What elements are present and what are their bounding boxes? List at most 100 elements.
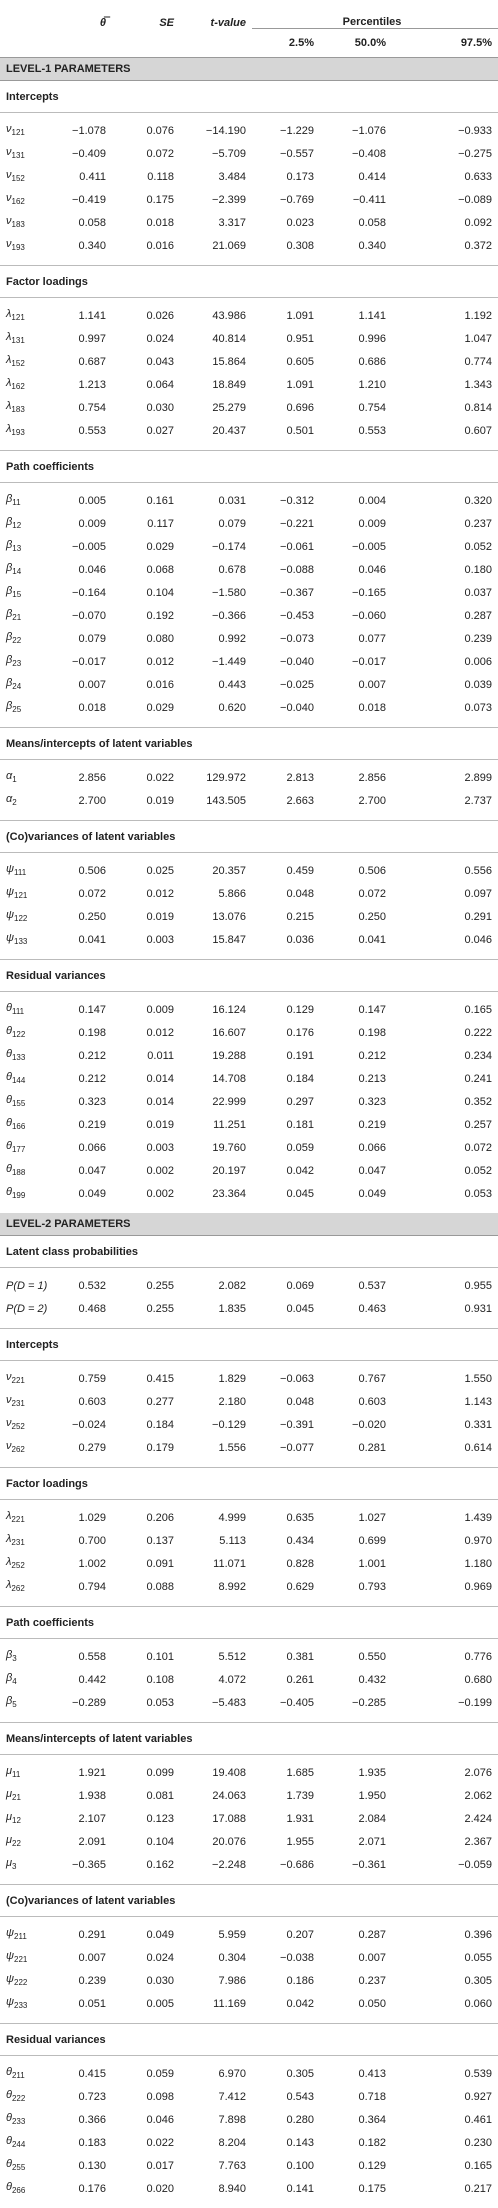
row-label: P(D = 1) [0,1274,62,1297]
cell-value: 0.039 [392,673,498,696]
cell-value: 0.459 [252,859,320,882]
cell-value: 1.931 [252,1807,320,1830]
spacer [0,1598,498,1607]
cell-value: 0.069 [252,1274,320,1297]
cell-value: 129.972 [180,766,252,789]
cell-value: 0.279 [62,1436,112,1459]
cell-value: 0.620 [180,696,252,719]
cell-value: 1.835 [180,1297,252,1320]
section-row: Path coefficients [0,1607,498,1639]
label-symbol: ψ [6,1950,14,1962]
header-percentile: 97.5% [392,29,498,58]
label-symbol: ψ [6,932,14,944]
label-subscript: 244 [12,2141,25,2150]
cell-value: 0.213 [320,1067,392,1090]
cell-value: 0.277 [112,1390,180,1413]
cell-value: 0.007 [62,1946,112,1969]
cell-value: 0.192 [112,604,180,627]
label-subscript: 221 [11,1516,24,1525]
cell-value: 0.241 [392,1067,498,1090]
row-label: λ152 [0,350,62,373]
cell-value: 0.123 [112,1807,180,1830]
label-subscript: 23 [12,660,21,669]
cell-value: 0.635 [252,1506,320,1529]
cell-value: 0.098 [112,2085,180,2108]
cell-value: 0.030 [112,396,180,419]
cell-value: 0.206 [112,1506,180,1529]
cell-value: 19.760 [180,1136,252,1159]
cell-value: 0.179 [112,1436,180,1459]
label-subscript: 1 [12,776,16,785]
cell-value: 0.045 [252,1297,320,1320]
cell-value: 0.217 [392,2177,498,2200]
label-subscript: 162 [11,383,24,392]
row-label: θ133 [0,1044,62,1067]
cell-value: 0.931 [392,1297,498,1320]
label-subscript: 193 [12,244,25,253]
cell-value: 1.027 [320,1506,392,1529]
cell-value: 5.866 [180,882,252,905]
cell-value: 0.828 [252,1552,320,1575]
cell-value: 5.512 [180,1645,252,1668]
cell-value: 0.130 [62,2154,112,2177]
cell-value: 0.042 [252,1159,320,1182]
cell-value: −0.453 [252,604,320,627]
cell-value: 0.003 [112,1136,180,1159]
section-title: Path coefficients [0,451,498,483]
cell-value: −5.709 [180,142,252,165]
cell-value: 0.461 [392,2108,498,2131]
cell-value: 0.814 [392,396,498,419]
cell-value: 1.091 [252,373,320,396]
label-subscript: 222 [14,1979,27,1988]
row-label: ν131 [0,142,62,165]
cell-value: 0.532 [62,1274,112,1297]
cell-value: 0.239 [62,1969,112,1992]
cell-value: 0.073 [392,696,498,719]
cell-value: −0.366 [180,604,252,627]
cell-value: 0.176 [62,2177,112,2200]
cell-value: 0.364 [320,2108,392,2131]
row-label: ψ111 [0,859,62,882]
section-title: Factor loadings [0,266,498,298]
cell-value: 0.018 [62,696,112,719]
label-text: P(D = 1) [6,1280,47,1292]
cell-value: 0.068 [112,558,180,581]
row-label: θ144 [0,1067,62,1090]
cell-value: 7.763 [180,2154,252,2177]
cell-value: 15.847 [180,928,252,951]
cell-value: 40.814 [180,327,252,350]
cell-value: 0.219 [320,1113,392,1136]
cell-value: −0.129 [180,1413,252,1436]
row-label: β22 [0,627,62,650]
row-label: θ199 [0,1182,62,1205]
spacer [0,719,498,728]
row-label: θ188 [0,1159,62,1182]
cell-value: 0.184 [112,1413,180,1436]
row-label: θ111 [0,998,62,1021]
cell-value: −0.038 [252,1946,320,1969]
label-subscript: 183 [12,221,25,230]
label-subscript: 266 [12,2187,25,2196]
cell-value: 0.257 [392,1113,498,1136]
cell-value: 0.331 [392,1413,498,1436]
spacer-row [0,1320,498,1329]
row-label: θ222 [0,2085,62,2108]
cell-value: 0.165 [392,2154,498,2177]
cell-value: 0.605 [252,350,320,373]
cell-value: 0.927 [392,2085,498,2108]
cell-value: −0.285 [320,1691,392,1714]
cell-value: 0.614 [392,1436,498,1459]
header-t: t-value [180,0,252,29]
cell-value: −0.365 [62,1853,112,1876]
cell-value: 19.408 [180,1761,252,1784]
